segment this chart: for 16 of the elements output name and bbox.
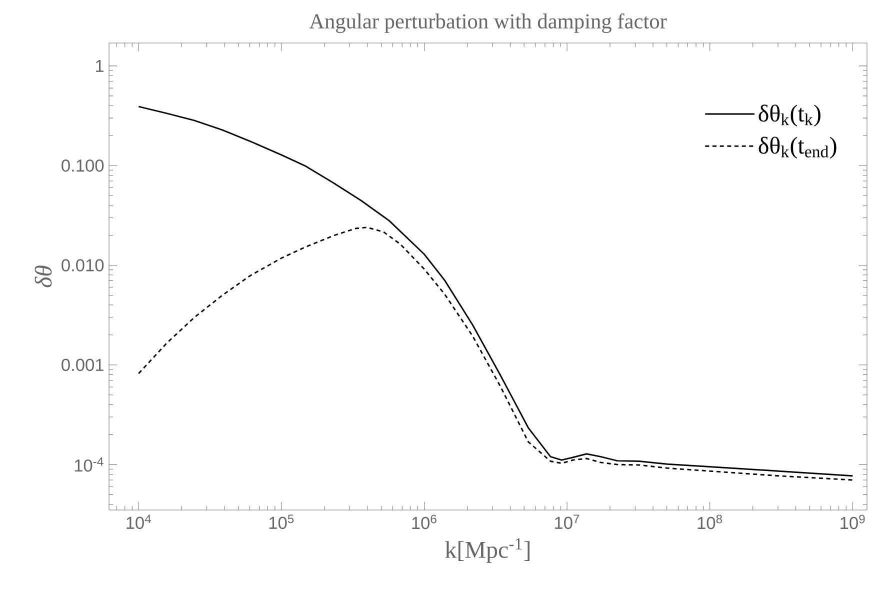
y-tick-label: 1 (96, 60, 104, 72)
x-tick-label: 10$^{6}$ (412, 514, 436, 530)
y-tick-label: 0.100 (62, 159, 104, 172)
y-tick-label: 10$^{-4}$ (74, 457, 104, 472)
x-tick-label: 10$^{9}$ (840, 514, 865, 530)
y-axis-title: δθ (34, 266, 52, 288)
legend-label: δθ$_{k}$(t$_{k}$) (758, 104, 820, 127)
y-tick-label: 0.010 (62, 259, 104, 272)
x-axis-title: k[Mpc$^{-1}$] (445, 538, 530, 563)
legend-label: δθ$_{k}$(t$_{end}$) (758, 136, 836, 159)
x-tick-label: 10$^{4}$ (126, 514, 151, 530)
x-tick-label: 10$^{7}$ (555, 514, 580, 530)
x-tick-label: 10$^{8}$ (698, 514, 722, 530)
chart-title: Angular perturbation with damping factor (309, 13, 667, 33)
x-tick-label: 10$^{5}$ (269, 514, 294, 530)
y-tick-label: 0.001 (62, 358, 104, 372)
